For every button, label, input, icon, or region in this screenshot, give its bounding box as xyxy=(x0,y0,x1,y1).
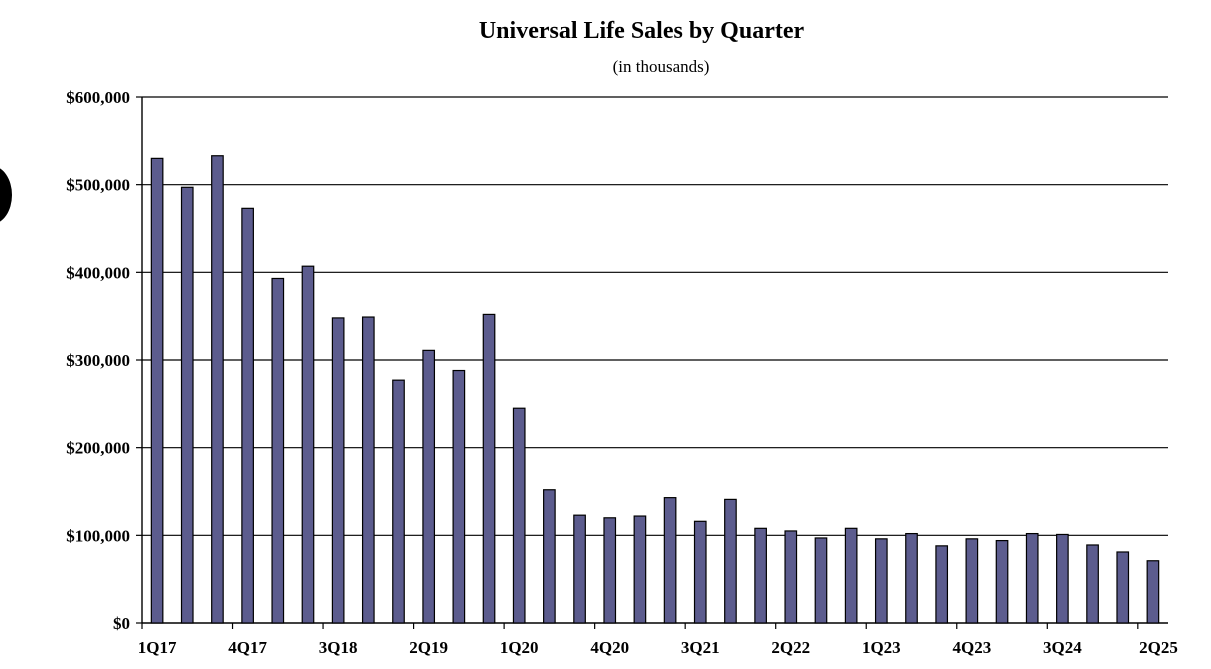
y-tick-label: $400,000 xyxy=(66,263,130,282)
x-tick-label: 3Q18 xyxy=(319,638,358,657)
x-tick-label: 2Q19 xyxy=(409,638,448,657)
bar-2Q20 xyxy=(543,489,556,624)
x-tick-label: 1Q20 xyxy=(500,638,539,657)
bar-3Q20 xyxy=(573,514,586,624)
x-tick-label: 1Q23 xyxy=(862,638,901,657)
y-tick-label: $600,000 xyxy=(66,88,130,107)
bar-3Q19 xyxy=(452,369,466,624)
bar-3Q18 xyxy=(331,317,345,624)
bar-2Q21 xyxy=(663,497,677,624)
y-tick-label: $300,000 xyxy=(66,351,130,370)
y-tick-label: $200,000 xyxy=(66,439,130,458)
x-tick-label: 4Q20 xyxy=(590,638,629,657)
bar-1Q20 xyxy=(512,407,526,624)
bar-4Q17 xyxy=(241,207,254,624)
bar-4Q18 xyxy=(361,316,375,624)
x-tick-label: 2Q25 xyxy=(1139,638,1178,657)
bar-2Q25 xyxy=(1146,560,1160,624)
x-tick-label: 2Q22 xyxy=(771,638,810,657)
x-tick-label: 3Q24 xyxy=(1043,638,1082,657)
bar-2Q24 xyxy=(1025,532,1039,624)
bar-1Q19 xyxy=(392,379,405,624)
bar-3Q21 xyxy=(693,520,707,624)
bar-1Q24 xyxy=(995,539,1009,624)
bar-3Q24 xyxy=(1056,533,1069,624)
chart-title: Universal Life Sales by Quarter xyxy=(478,18,805,44)
bar-1Q22 xyxy=(754,527,767,624)
bar-2Q19 xyxy=(422,349,436,624)
x-tick-label: 1Q17 xyxy=(138,638,177,657)
bar-2Q18 xyxy=(301,265,315,624)
bar-4Q20 xyxy=(603,517,617,624)
bar-3Q22 xyxy=(814,537,828,624)
chart-subtitle: (in thousands) xyxy=(612,57,710,76)
bar-1Q23 xyxy=(874,538,888,624)
bar-1Q17 xyxy=(150,157,164,624)
bar-4Q23 xyxy=(965,538,979,624)
bar-4Q22 xyxy=(844,527,858,624)
x-tick-label: 4Q23 xyxy=(952,638,991,657)
bar-2Q22 xyxy=(784,530,798,624)
bar-4Q19 xyxy=(482,313,496,624)
y-tick-label: $500,000 xyxy=(66,176,130,195)
x-tick-label: 3Q21 xyxy=(681,638,720,657)
bar-3Q23 xyxy=(935,545,949,624)
bar-1Q25 xyxy=(1116,551,1130,624)
bar-4Q24 xyxy=(1086,544,1099,624)
bar-4Q21 xyxy=(724,498,737,624)
bar-3Q17 xyxy=(211,155,224,624)
y-tick-label: $0 xyxy=(113,614,130,633)
bar-2Q23 xyxy=(905,532,918,624)
edge-decoration xyxy=(0,166,12,224)
y-tick-label: $100,000 xyxy=(66,526,130,545)
x-tick-label: 4Q17 xyxy=(228,638,267,657)
bar-1Q18 xyxy=(271,277,285,624)
bar-1Q21 xyxy=(633,515,647,624)
bar-2Q17 xyxy=(180,186,194,624)
